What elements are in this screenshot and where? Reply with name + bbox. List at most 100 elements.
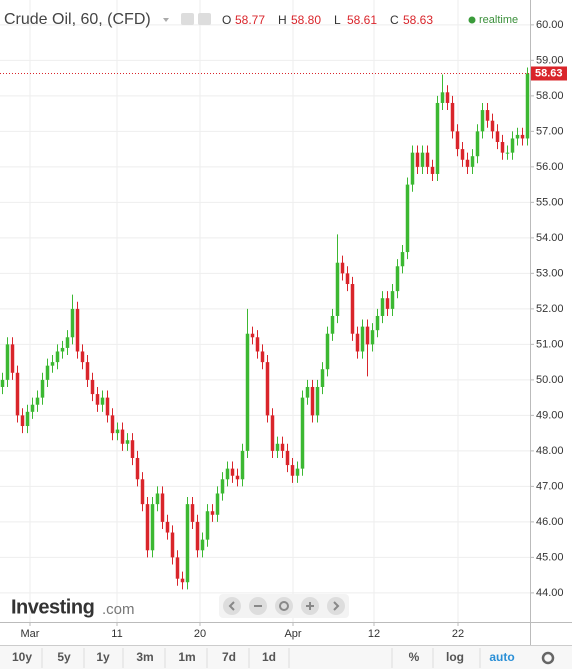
dropdown-icon[interactable] [163, 18, 169, 22]
y-tick-label: 57.00 [536, 125, 564, 137]
gear-icon[interactable] [541, 651, 555, 665]
candle-body [5, 344, 10, 380]
y-tick-label: 45.00 [536, 551, 564, 563]
chart-title: Crude Oil, 60, (CFD) [4, 11, 151, 28]
candle-body [345, 273, 350, 285]
candle-body [300, 397, 305, 469]
candle-body [490, 120, 495, 132]
scale-button[interactable]: log [446, 650, 464, 664]
candle-body [330, 315, 335, 334]
nav-right[interactable] [327, 597, 345, 615]
scale-button[interactable]: auto [489, 650, 514, 664]
candle-body [165, 521, 170, 533]
candle-body [100, 397, 105, 405]
eye-icon[interactable] [181, 13, 194, 25]
y-tick-label: 50.00 [536, 374, 564, 386]
candle-body [40, 379, 45, 398]
candle-body [350, 284, 355, 334]
candle-body [65, 337, 70, 348]
candle-body [10, 344, 15, 373]
candle-body [475, 131, 480, 157]
candle-body [160, 493, 165, 522]
candle-body [405, 184, 410, 253]
candle-body [15, 372, 20, 416]
y-tick-label: 60.00 [536, 19, 564, 31]
y-tick-label: 56.00 [536, 161, 564, 173]
ohlc-value: 58.80 [291, 13, 321, 27]
toolbar-buttons: 10y 5y 1y 3m 1m 7d 1d% log auto [12, 648, 515, 668]
ohlc-header: O 58.77 H 58.80 L 58.61 C 58.63 [222, 13, 433, 27]
y-tick-label: 47.00 [536, 480, 564, 492]
candle-body [375, 315, 380, 331]
candle-body [500, 142, 505, 153]
candle-body [75, 308, 80, 352]
logo-brand: Investing [11, 596, 94, 618]
range-button[interactable]: 1m [178, 650, 195, 664]
y-tick-label: 58.00 [536, 90, 564, 102]
candle-body [285, 450, 290, 466]
nav-buttons [219, 594, 349, 618]
nav-left[interactable] [223, 597, 241, 615]
nav-reset[interactable] [275, 597, 293, 615]
candle-body [210, 511, 215, 515]
grid [0, 0, 530, 622]
candle-body [445, 92, 450, 103]
candle-body [390, 291, 395, 309]
ohlc-label: H [278, 13, 287, 27]
range-button[interactable]: 7d [222, 650, 236, 664]
x-tick-label: 12 [368, 628, 380, 640]
settings-icon[interactable] [198, 13, 211, 25]
candle-body [25, 411, 30, 427]
ohlc-value: 58.77 [235, 13, 265, 27]
candle-body [185, 504, 190, 583]
range-button[interactable]: 10y [12, 650, 32, 664]
candle-body [255, 337, 260, 352]
candle-body [190, 504, 195, 522]
candle-body [485, 110, 490, 121]
candle-body [305, 386, 310, 398]
candle-body [200, 539, 205, 551]
candle-body [505, 152, 510, 154]
candle-body [80, 351, 85, 363]
candle-body [250, 333, 255, 338]
candle-body [365, 326, 370, 345]
candle-body [265, 362, 270, 416]
y-tick-label: 54.00 [536, 232, 564, 244]
scale-button[interactable]: % [409, 650, 420, 664]
candle-body [225, 468, 230, 480]
candle-body [525, 73, 530, 139]
candle-body [115, 429, 120, 434]
candle-body [145, 504, 150, 551]
candle-body [460, 149, 465, 160]
candle-body [495, 131, 500, 143]
candle-body [215, 493, 220, 515]
candle-body [220, 479, 225, 494]
candle-body [355, 333, 360, 352]
candle-body [95, 394, 100, 405]
candle-body [270, 415, 275, 451]
range-button[interactable]: 1d [262, 650, 276, 664]
candle-body [150, 504, 155, 551]
last-price-box [531, 66, 567, 81]
ohlc-value: 58.61 [347, 13, 377, 27]
range-button[interactable]: 5y [57, 650, 71, 664]
logo-suffix: .com [102, 601, 135, 618]
y-tick-label: 48.00 [536, 445, 564, 457]
candle-body [370, 330, 375, 345]
candle-body [170, 532, 175, 558]
candle-body [360, 326, 365, 352]
candle-body [235, 475, 240, 480]
candle-body [240, 450, 245, 480]
status: realtime [479, 14, 518, 26]
ohlc-label: C [390, 13, 399, 27]
range-button[interactable]: 3m [136, 650, 153, 664]
range-button[interactable]: 1y [96, 650, 110, 664]
candle-body [410, 152, 415, 185]
candle-body [340, 262, 345, 274]
candle-body [325, 333, 330, 370]
candle-body [425, 152, 430, 167]
candle-body [295, 468, 300, 476]
ohlc-value: 58.63 [403, 13, 433, 27]
candle-body [290, 465, 295, 476]
